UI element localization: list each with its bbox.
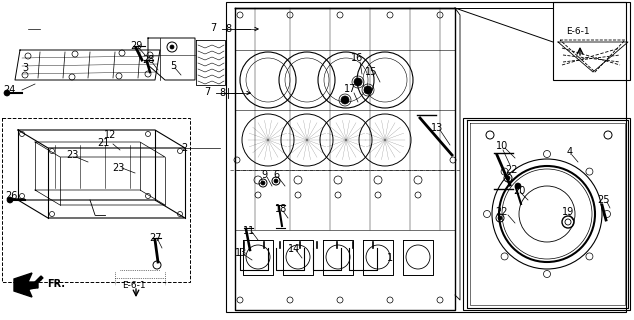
- Text: 26: 26: [5, 191, 17, 201]
- Text: 24: 24: [3, 85, 15, 95]
- Circle shape: [354, 78, 362, 86]
- Text: 13: 13: [431, 123, 443, 133]
- Text: 28: 28: [142, 55, 154, 65]
- Text: 7: 7: [210, 23, 216, 33]
- Polygon shape: [14, 273, 38, 297]
- Text: 7: 7: [204, 87, 210, 97]
- Text: FR.: FR.: [47, 279, 65, 289]
- Text: 23: 23: [112, 163, 124, 173]
- Bar: [226, 2, 626, 312]
- Bar: [2, 118, 190, 282]
- Bar: [553, 2, 630, 80]
- Circle shape: [274, 179, 278, 183]
- Text: 14: 14: [288, 244, 300, 254]
- Text: 2: 2: [181, 143, 187, 153]
- Text: 8: 8: [219, 88, 225, 98]
- Text: 25: 25: [598, 195, 611, 205]
- Text: 18: 18: [275, 204, 287, 214]
- Text: 16: 16: [351, 53, 363, 63]
- Text: 4: 4: [567, 147, 573, 157]
- Polygon shape: [23, 276, 43, 294]
- Text: 17: 17: [344, 84, 356, 94]
- Text: 6: 6: [273, 170, 279, 180]
- Circle shape: [170, 45, 174, 49]
- Text: E-6-1: E-6-1: [122, 281, 146, 290]
- Text: 3: 3: [22, 63, 28, 73]
- Circle shape: [4, 90, 10, 96]
- Circle shape: [341, 96, 349, 104]
- Text: 22: 22: [505, 165, 517, 175]
- Text: 5: 5: [170, 61, 176, 71]
- Bar: [463, 118, 630, 310]
- Circle shape: [7, 197, 13, 203]
- Text: 21: 21: [97, 138, 109, 148]
- Text: 12: 12: [104, 130, 116, 140]
- Circle shape: [515, 183, 521, 189]
- Text: 9: 9: [261, 170, 267, 180]
- Text: 19: 19: [562, 207, 574, 217]
- Text: 13: 13: [235, 248, 247, 258]
- Text: 15: 15: [365, 67, 377, 77]
- Text: 10: 10: [496, 141, 508, 151]
- Text: 11: 11: [243, 226, 255, 236]
- Text: 27: 27: [149, 233, 161, 243]
- Text: 20: 20: [513, 186, 525, 196]
- Text: 22: 22: [495, 207, 507, 217]
- Circle shape: [364, 86, 372, 94]
- Circle shape: [498, 216, 502, 220]
- Text: 1: 1: [387, 253, 393, 263]
- Circle shape: [261, 181, 265, 185]
- Circle shape: [506, 176, 510, 180]
- Text: E-6-1: E-6-1: [566, 28, 590, 36]
- Text: 29: 29: [130, 41, 142, 51]
- Text: 8: 8: [225, 24, 231, 34]
- Text: 23: 23: [66, 150, 78, 160]
